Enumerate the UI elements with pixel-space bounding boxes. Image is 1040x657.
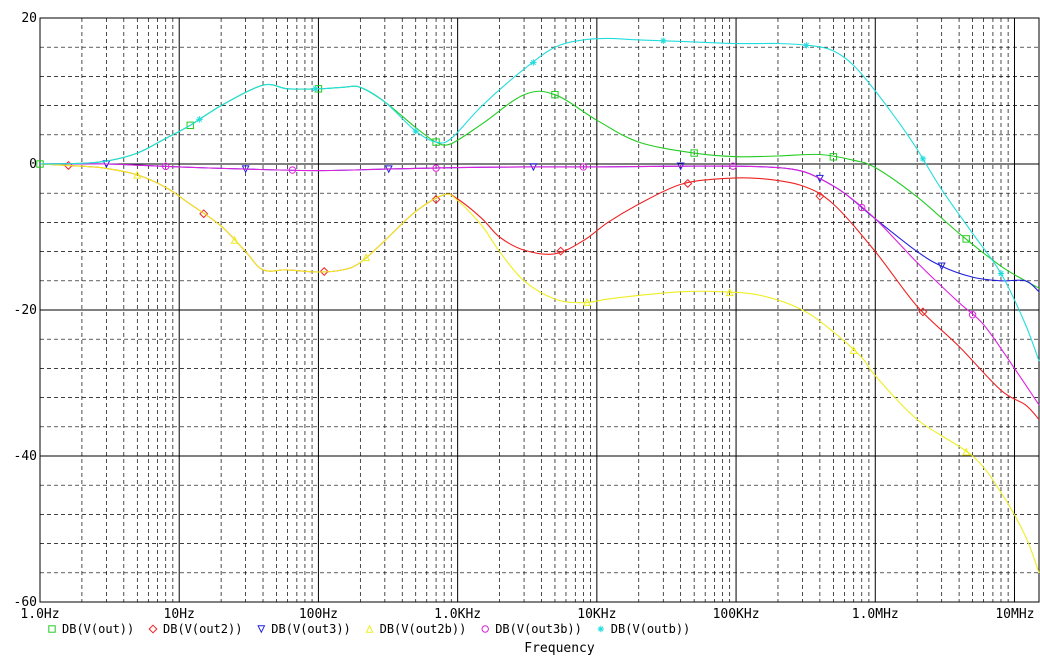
legend-item: DB(V(out2b)) [365, 622, 467, 636]
series-marker [937, 262, 946, 271]
series-marker [579, 163, 588, 171]
series-marker [133, 170, 142, 179]
x-tick-label: 100Hz [299, 607, 338, 622]
series-marker [962, 447, 971, 456]
x-tick-label: 1.0MHz [852, 607, 899, 622]
series-db-v-out2b [39, 163, 1040, 573]
legend-label: DB(V(out)) [62, 622, 134, 636]
legend-label: DB(V(out3)) [271, 622, 350, 636]
series-marker [849, 345, 858, 354]
series-marker [815, 174, 824, 183]
y-tick-label: -60 [14, 595, 37, 610]
legend-marker [481, 625, 489, 633]
legend-item: DB(V(out3b)) [481, 622, 582, 636]
series-marker [660, 37, 667, 44]
series-line [39, 83, 1040, 289]
x-axis-ticks: 1.0Hz 10Hz 100Hz 1.0KHz 10KHz 100KHz 1.0MHz 10M… [20, 607, 1034, 622]
x-axis-label: Frequency [524, 641, 595, 656]
y-tick-label: 0 [29, 157, 37, 172]
legend-marker [148, 624, 158, 634]
series-db-v-out [36, 83, 1040, 289]
series-marker [556, 246, 566, 256]
series-marker [803, 42, 810, 49]
series-marker [583, 297, 592, 306]
series-marker [815, 191, 825, 201]
series-marker [288, 166, 297, 174]
plot-frame [39, 17, 1040, 603]
series-marker [312, 85, 319, 93]
series-layer [36, 37, 1040, 573]
series-db-v-out3 [39, 160, 1040, 293]
legend-marker [48, 625, 56, 633]
legend-item: DB(V(out)) [48, 622, 134, 636]
series-marker [319, 267, 329, 277]
legend-label: DB(V(outb)) [611, 622, 690, 636]
legend-label: DB(V(out3b)) [495, 622, 582, 636]
series-marker [230, 235, 239, 244]
series-marker [725, 288, 734, 297]
x-tick-label: 10Hz [164, 607, 195, 622]
series-db-v-out2 [39, 160, 1040, 420]
series-marker [729, 162, 737, 170]
legend-marker [365, 624, 374, 633]
legend-item: DB(V(out3)) [257, 622, 351, 636]
series-db-v-out3b [39, 162, 1040, 406]
y-axis-ticks: 20 0 -20 -40 -60 [14, 11, 37, 610]
series-marker [829, 153, 838, 161]
legend-marker [257, 625, 266, 634]
series-marker [551, 90, 559, 99]
series-marker [858, 203, 866, 212]
series-marker [432, 164, 440, 172]
x-tick-label: 1.0Hz [20, 607, 59, 622]
series-marker [919, 155, 927, 163]
series-marker [997, 270, 1005, 277]
series-marker [199, 209, 209, 219]
series-marker [968, 311, 977, 319]
series-marker [162, 162, 170, 171]
series-marker [196, 116, 203, 123]
series-line [39, 163, 1040, 573]
legend-label: DB(V(out2b)) [380, 622, 467, 636]
legend-marker [597, 625, 604, 633]
x-tick-label: 100KHz [713, 607, 760, 622]
series-marker [918, 307, 928, 317]
series-marker [962, 235, 970, 243]
legend-item: DB(V(outb)) [597, 622, 690, 636]
series-marker [412, 127, 419, 135]
series-marker [683, 178, 693, 188]
y-tick-label: -40 [14, 449, 37, 464]
series-marker [362, 253, 371, 262]
series-marker [186, 121, 194, 130]
series-marker [432, 138, 440, 146]
y-tick-label: 20 [21, 11, 37, 26]
legend-item: DB(V(out2)) [148, 622, 242, 636]
series-line [39, 163, 1040, 406]
legend-label: DB(V(out2)) [163, 622, 242, 636]
series-db-v-outb [39, 37, 1040, 362]
series-line [39, 37, 1040, 362]
grid [39, 17, 1039, 603]
x-tick-label: 1.0KHz [434, 607, 481, 622]
x-tick-label: 10KHz [577, 607, 616, 622]
legend: DB(V(out)) DB(V(out2)) DB(V(out3)) DB(V(out… [48, 622, 690, 636]
series-line [39, 163, 1040, 293]
series-marker [530, 59, 537, 66]
y-tick-label: -20 [14, 303, 37, 318]
x-tick-label: 10MHz [995, 607, 1034, 622]
series-marker [690, 149, 698, 157]
series-marker [431, 194, 441, 204]
